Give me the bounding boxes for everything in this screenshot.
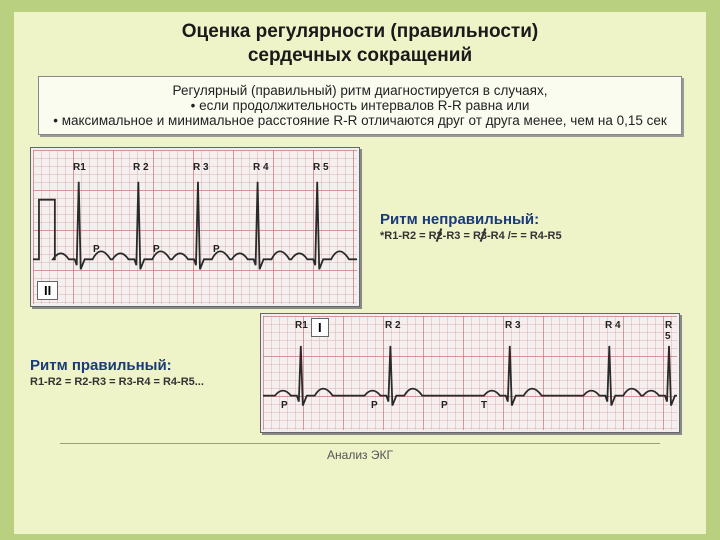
criteria-lead: Регулярный (правильный) ритм диагностиру… bbox=[49, 83, 671, 98]
regular-title: Ритм правильный: bbox=[30, 357, 240, 374]
peak-label: R 5 bbox=[313, 162, 329, 173]
lead-label-irregular: I bbox=[311, 318, 329, 337]
pt-label: P bbox=[441, 400, 448, 411]
regular-equation: R1-R2 = R2-R3 = R3-R4 = R4-R5... bbox=[30, 376, 240, 388]
slide-title: Оценка регулярности (правильности) серде… bbox=[30, 20, 690, 68]
row-irregular: Ритм правильный: R1-R2 = R2-R3 = R3-R4 =… bbox=[30, 313, 690, 433]
peak-label: R 2 bbox=[133, 162, 149, 173]
peak-label: R 3 bbox=[505, 320, 521, 331]
irregular-title: Ритм неправильный: bbox=[380, 211, 690, 228]
criteria-box: Регулярный (правильный) ритм диагностиру… bbox=[38, 76, 682, 135]
peak-label: R 3 bbox=[193, 162, 209, 173]
ecg-irregular-box: I R1 R 2 R 3 R 4 R 5 P P P T bbox=[260, 313, 680, 433]
ecg-regular-box: II R1 R 2 R 3 R 4 R 5 P P P bbox=[30, 147, 360, 307]
criteria-item-1: если продолжительность интервалов R-R ра… bbox=[49, 98, 671, 113]
pt-label: T bbox=[481, 400, 487, 411]
divider bbox=[60, 443, 660, 444]
slide-inner: Оценка регулярности (правильности) серде… bbox=[14, 12, 706, 534]
title-line1: Оценка регулярности (правильности) bbox=[182, 21, 538, 42]
footer-text: Анализ ЭКГ bbox=[30, 448, 690, 462]
p-label: P bbox=[153, 244, 160, 255]
p-label: P bbox=[93, 244, 100, 255]
peak-label: R1 bbox=[295, 320, 308, 331]
peak-label: R 4 bbox=[605, 320, 621, 331]
irregular-equation: *R1-R2 = R2-R3 = R3-R4 /= = R4-R5 bbox=[380, 230, 690, 242]
ecg-regular-trace bbox=[33, 150, 357, 305]
p-label: P bbox=[213, 244, 220, 255]
irregular-text-block: Ритм неправильный: *R1-R2 = R2-R3 = R3-R… bbox=[380, 211, 690, 242]
peak-label: R 2 bbox=[385, 320, 401, 331]
peak-label: R 5 bbox=[665, 320, 679, 342]
lead-label-regular: II bbox=[37, 281, 58, 300]
regular-text-block: Ритм правильный: R1-R2 = R2-R3 = R3-R4 =… bbox=[30, 357, 240, 388]
title-line2: сердечных сокращений bbox=[248, 45, 472, 66]
peak-label: R 4 bbox=[253, 162, 269, 173]
peak-label: R1 bbox=[73, 162, 86, 173]
pt-label: P bbox=[371, 400, 378, 411]
row-regular: II R1 R 2 R 3 R 4 R 5 P P P Ритм неправильный: … bbox=[30, 147, 690, 307]
slide-outer: Оценка регулярности (правильности) серде… bbox=[0, 0, 720, 540]
criteria-item-2: максимальное и минимальное расстояние R-… bbox=[49, 113, 671, 128]
pt-label: P bbox=[281, 400, 288, 411]
